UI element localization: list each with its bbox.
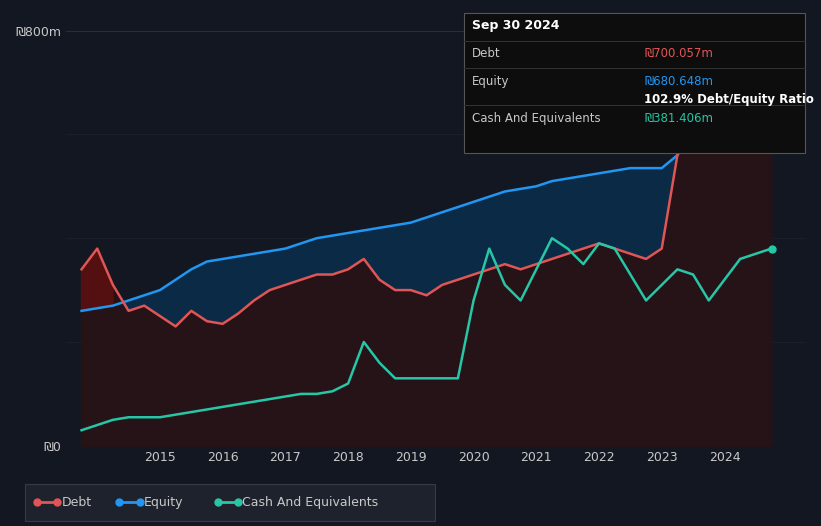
Text: Equity: Equity — [472, 75, 510, 88]
Text: Debt: Debt — [62, 496, 92, 509]
Text: 102.9% Debt/Equity Ratio: 102.9% Debt/Equity Ratio — [644, 93, 814, 106]
Text: Debt: Debt — [472, 47, 501, 60]
Text: ₪381.406m: ₪381.406m — [644, 112, 713, 125]
Text: ₪700.057m: ₪700.057m — [644, 47, 713, 60]
Text: ₪680.648m: ₪680.648m — [644, 75, 713, 88]
Text: Cash And Equivalents: Cash And Equivalents — [242, 496, 378, 509]
Text: Cash And Equivalents: Cash And Equivalents — [472, 112, 601, 125]
Text: Sep 30 2024: Sep 30 2024 — [472, 19, 560, 33]
Text: Equity: Equity — [144, 496, 183, 509]
